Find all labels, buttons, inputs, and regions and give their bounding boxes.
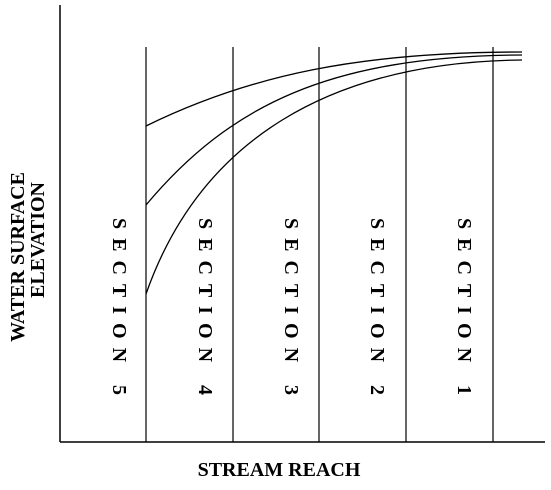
profile-curve-lower xyxy=(145,59,523,295)
section-label-2: SECTION 2 xyxy=(366,218,388,404)
y-axis-title-line1: WATER SURFACE xyxy=(7,172,29,342)
section-label-1: SECTION 1 xyxy=(453,218,475,404)
section-label-4: SECTION 4 xyxy=(194,218,216,404)
y-axis-title-line2: ELEVATION xyxy=(27,181,49,298)
section-label-5: SECTION 5 xyxy=(108,218,130,404)
x-axis-title: STREAM REACH xyxy=(198,459,361,481)
profile-curve-upper xyxy=(145,51,523,127)
section-label-3: SECTION 3 xyxy=(280,218,302,404)
profile-curve-middle xyxy=(145,54,523,206)
